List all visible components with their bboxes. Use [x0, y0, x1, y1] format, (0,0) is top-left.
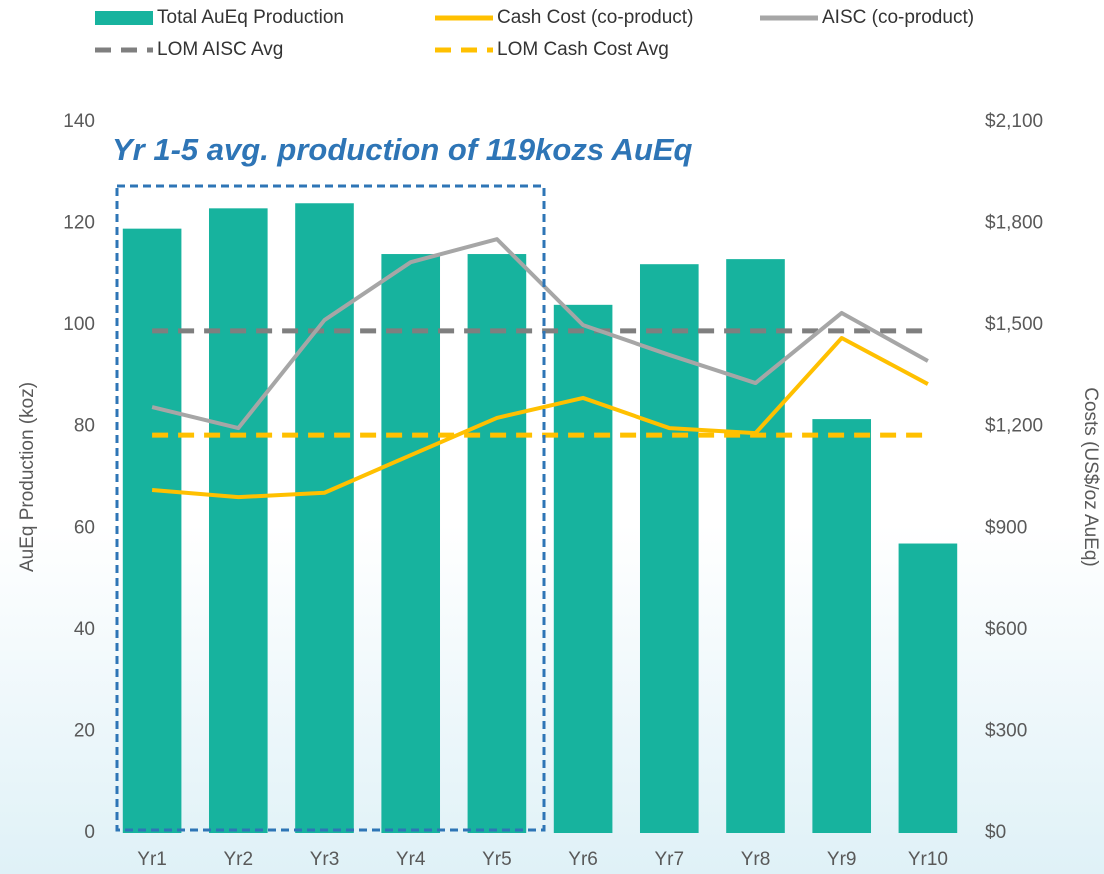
y2-tick-label: $1,800 — [985, 213, 1043, 234]
y-tick-label: 100 — [63, 314, 95, 335]
bar — [381, 254, 441, 834]
bar — [812, 419, 872, 833]
y-tick-label: 0 — [84, 822, 95, 843]
x-tick-label: Yr4 — [396, 849, 426, 870]
x-tick-label: Yr7 — [655, 849, 685, 870]
legend-label: Cash Cost (co-product) — [497, 7, 693, 28]
y-tick-label: 80 — [74, 416, 95, 437]
legend-label: AISC (co-product) — [822, 7, 974, 28]
plot: 0 20 40 60 80 100 120 140 $0 $300 $600 $900 $1,200 $1… — [63, 111, 1043, 870]
line — [151, 336, 929, 500]
legend-label: LOM Cash Cost Avg — [497, 39, 669, 60]
y2-tick-label: $2,100 — [985, 111, 1043, 132]
y-tick-label: 40 — [74, 619, 95, 640]
y-axis-label: AuEq Production (koz) — [17, 382, 38, 572]
x-tick-label: Yr3 — [310, 849, 340, 870]
y2-tick-label: $1,200 — [985, 416, 1043, 437]
bar — [639, 264, 699, 833]
line — [151, 237, 929, 431]
bar — [208, 208, 268, 834]
y2-axis-label: Costs (US$/oz AuEq) — [1080, 387, 1101, 567]
y-tick-label: 60 — [74, 517, 95, 538]
y-tick-label: 140 — [63, 111, 95, 132]
bar — [553, 304, 613, 833]
y-tick-label: 20 — [74, 720, 95, 741]
y2-tick-label: $1,500 — [985, 314, 1043, 335]
y2-tick-label: $600 — [985, 619, 1027, 640]
x-tick-label: Yr2 — [224, 849, 254, 870]
bar — [726, 259, 785, 833]
x-tick-label: Yr6 — [568, 849, 598, 870]
bar — [467, 254, 527, 834]
x-tick-label: Yr1 — [137, 849, 167, 870]
y2-tick-label: $300 — [985, 720, 1027, 741]
y2-tick-label: $900 — [985, 517, 1027, 538]
x-tick-label: Yr10 — [908, 849, 948, 870]
legend-label: LOM AISC Avg — [157, 39, 283, 60]
annotation: Yr 1-5 avg. production of 119kozs AuEq — [112, 132, 693, 167]
highlight-box — [115, 184, 546, 832]
bar — [295, 203, 354, 833]
y2-tick-label: $0 — [985, 822, 1006, 843]
y-tick-label: 120 — [63, 213, 95, 234]
bar — [122, 228, 182, 833]
bar — [898, 543, 958, 833]
legend-swatch — [95, 11, 153, 25]
legend-label: Total AuEq Production — [157, 7, 344, 28]
x-tick-label: Yr5 — [482, 849, 512, 870]
x-tick-label: Yr8 — [741, 849, 771, 870]
x-tick-label: Yr9 — [827, 849, 857, 870]
